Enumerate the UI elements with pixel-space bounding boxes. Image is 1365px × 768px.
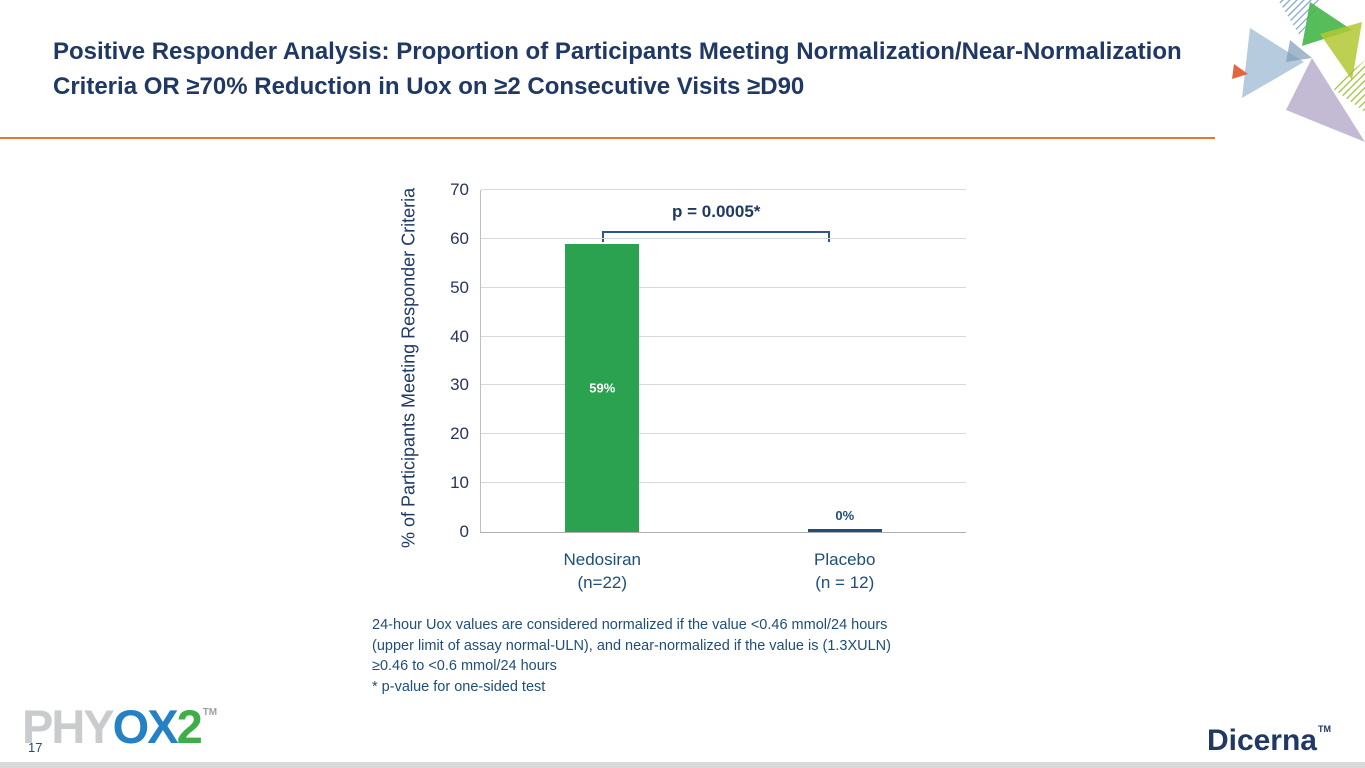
footnote-line: ≥0.46 to <0.6 mmol/24 hours [372, 658, 557, 674]
title-divider [0, 137, 1215, 139]
y-tick-label: 10 [450, 473, 469, 493]
triangle-green [1302, 2, 1352, 46]
triangle-gray-blue [1286, 40, 1312, 62]
bracket-left-tick [602, 233, 605, 242]
bar-value-label: 59% [589, 380, 616, 396]
slide-title: Positive Responder Analysis: Proportion … [53, 38, 1182, 100]
gridline [481, 384, 966, 386]
gridline [481, 335, 966, 337]
y-tick-label: 40 [450, 326, 469, 346]
phyox-logo-ox: OX [112, 700, 179, 753]
significance-bracket [602, 231, 831, 243]
footnote-line: 24-hour Uox values are considered normal… [372, 617, 888, 633]
plot-area: p = 0.0005* 0 10 20 30 40 50 60 70 59% Nedosiran … [450, 180, 966, 592]
bar-value-label: 0% [835, 508, 855, 523]
y-tick-label: 20 [450, 424, 469, 444]
gridline [481, 286, 966, 288]
bar-0: 59% [565, 243, 640, 532]
y-tick-label: 0 [459, 522, 469, 541]
p-value-label: p = 0.0005* [672, 202, 761, 221]
y-axis-title: % of Participants Meeting Responder Crit… [398, 187, 419, 549]
triangle-orange [1232, 64, 1248, 79]
bottom-strip [0, 762, 1365, 768]
phyox-logo-2: 2 [176, 700, 203, 753]
dicerna-logo-tm: TM [1318, 724, 1331, 734]
gridline [481, 482, 966, 484]
phyox-logo: PHYOX2 TM [22, 688, 217, 752]
triangle-hatched-green [1332, 60, 1365, 112]
footnotes: 24-hour Uox values are considered normal… [372, 615, 992, 697]
x-category-label: Placebo (n = 12) [814, 550, 876, 592]
gridline [481, 433, 966, 435]
triangle-pale-blue [1242, 28, 1304, 98]
decorative-triangles [1232, 0, 1365, 142]
gridline [481, 237, 966, 239]
bracket-right-tick [828, 233, 831, 242]
dicerna-logo-text: Dicerna [1206, 724, 1317, 757]
footnote-line: (upper limit of assay normal-ULN), and n… [372, 637, 891, 654]
triangle-olive [1320, 22, 1362, 80]
phyox-logo-phy: PHY [22, 700, 115, 753]
page-number: 17 [28, 740, 43, 755]
y-tick-label: 30 [450, 375, 469, 395]
footnote-line: * p-value for one-sided test [372, 678, 546, 695]
gridline [481, 189, 966, 190]
phyox-logo-tm: TM [202, 707, 218, 718]
dicerna-logo: DicernaTM [1207, 724, 1331, 758]
x-category-label: Nedosiran (n=22) [563, 550, 642, 592]
triangle-lavender [1286, 58, 1365, 142]
bar-1: 0% [807, 508, 882, 532]
y-tick-label: 70 [450, 180, 469, 199]
y-tick-label: 50 [450, 277, 469, 297]
y-tick-label: 60 [450, 228, 469, 248]
